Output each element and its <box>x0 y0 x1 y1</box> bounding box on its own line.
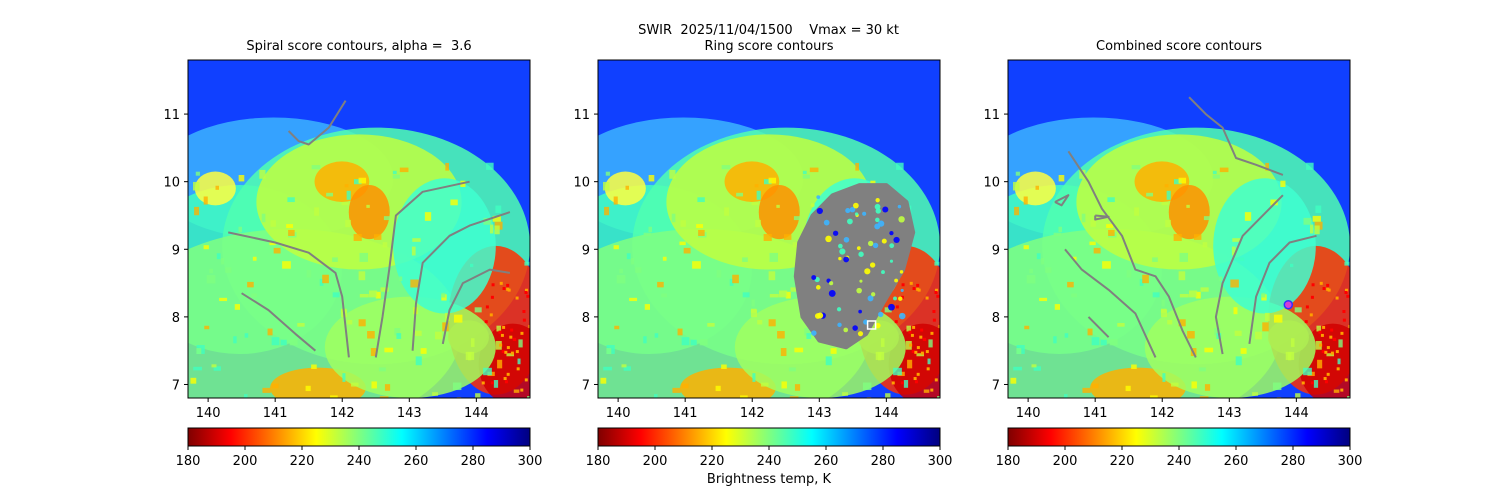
ring-center-marker <box>866 320 877 330</box>
combined-loop-1 <box>1054 194 1070 207</box>
y-tick-label: 11 <box>983 108 1000 123</box>
colorbar <box>187 427 531 447</box>
combined-center-marker <box>1283 299 1294 310</box>
combined-arm-2 <box>1067 150 1197 358</box>
axes-frame <box>1007 59 1351 399</box>
colorbar-tick-label: 260 <box>1224 454 1249 469</box>
combined-arm-6 <box>1248 234 1317 345</box>
y-tick-label: 9 <box>582 243 590 258</box>
colorbar-tick-label: 200 <box>1053 454 1078 469</box>
panel-1: 140 141 142 143 144 7 8 9 10 11 180 200 220 240 260 280… <box>163 59 543 469</box>
y-tick-label: 8 <box>582 311 590 326</box>
x-tick-label: 142 <box>330 406 355 421</box>
y-tick-label: 7 <box>992 378 1000 393</box>
x-tick-label: 143 <box>397 406 422 421</box>
colorbar-tick-label: 260 <box>814 454 839 469</box>
spiral-arm-6 <box>441 268 511 345</box>
colorbar <box>1007 427 1351 447</box>
y-tick-label: 10 <box>573 176 590 191</box>
ir-image <box>1008 60 1350 398</box>
figure-suptitle: SWIR 2025/11/04/1500 Vmax = 30 kt <box>638 23 899 38</box>
colorbar-tick-label: 220 <box>1110 454 1135 469</box>
colorbar-tick-label: 220 <box>700 454 725 469</box>
y-tick-label: 9 <box>172 243 180 258</box>
panel-title-combined: Combined score contours <box>1096 39 1262 54</box>
combined-loop-2 <box>1094 214 1110 221</box>
colorbar-tick-label: 220 <box>290 454 315 469</box>
y-tick-label: 10 <box>163 176 180 191</box>
panel-2: 140 141 142 143 144 7 8 9 10 11 180 200 220 240 260 280… <box>573 59 953 469</box>
colorbar-tick-label: 260 <box>404 454 429 469</box>
spiral-arm-5 <box>411 211 511 351</box>
colorbar-tick-label: 180 <box>996 454 1021 469</box>
panel-3: 140 141 142 143 144 7 8 9 10 11 180 200 220 240 260 280… <box>983 59 1363 469</box>
colorbar-tick-label: 240 <box>347 454 372 469</box>
colorbar-tick-label: 300 <box>928 454 953 469</box>
axes-frame <box>597 59 941 399</box>
ring-score-region <box>793 183 916 350</box>
colorbar-tick-label: 280 <box>871 454 896 469</box>
y-tick-label: 10 <box>983 176 1000 191</box>
ir-image <box>598 60 940 398</box>
y-tick-label: 8 <box>992 311 1000 326</box>
combined-arm-5 <box>1214 194 1284 355</box>
y-tick-label: 11 <box>163 108 180 123</box>
x-tick-label: 141 <box>673 406 698 421</box>
colorbar-tick-label: 180 <box>176 454 201 469</box>
y-tick-label: 7 <box>582 378 590 393</box>
spiral-arm-2 <box>227 231 350 358</box>
y-tick-label: 8 <box>172 311 180 326</box>
x-tick-label: 143 <box>807 406 832 421</box>
axes-frame <box>187 59 531 399</box>
colorbar-tick-label: 200 <box>233 454 258 469</box>
colorbar-label: Brightness temp, K <box>706 472 832 487</box>
colorbar-tick-label: 280 <box>461 454 486 469</box>
colorbar-tick-label: 280 <box>1281 454 1306 469</box>
colorbar <box>597 427 941 447</box>
y-tick-label: 9 <box>992 243 1000 258</box>
x-tick-label: 144 <box>874 406 899 421</box>
y-tick-label: 11 <box>573 108 590 123</box>
x-tick-label: 141 <box>263 406 288 421</box>
colorbar-tick-label: 240 <box>757 454 782 469</box>
x-tick-label: 142 <box>740 406 765 421</box>
x-tick-label: 144 <box>464 406 489 421</box>
y-tick-label: 7 <box>172 378 180 393</box>
panel-title-ring: Ring score contours <box>704 39 834 54</box>
combined-arm-4 <box>1087 316 1110 338</box>
colorbar-tick-label: 180 <box>586 454 611 469</box>
panel-title-spiral: Spiral score contours, alpha = 3.6 <box>246 39 472 54</box>
spiral-arm-3 <box>241 292 317 352</box>
colorbar-tick-label: 300 <box>518 454 543 469</box>
x-tick-label: 141 <box>1083 406 1108 421</box>
combined-arm-1 <box>1188 96 1284 176</box>
x-tick-label: 144 <box>1284 406 1309 421</box>
colorbar-tick-label: 240 <box>1167 454 1192 469</box>
spiral-arm-4 <box>374 180 470 358</box>
colorbar-tick-label: 200 <box>643 454 668 469</box>
x-tick-label: 140 <box>606 406 631 421</box>
colorbar-tick-label: 300 <box>1338 454 1363 469</box>
x-tick-label: 140 <box>196 406 221 421</box>
x-tick-label: 142 <box>1150 406 1175 421</box>
x-tick-label: 143 <box>1217 406 1242 421</box>
combined-arm-3 <box>1064 248 1157 358</box>
x-tick-label: 140 <box>1016 406 1041 421</box>
ir-image <box>188 60 530 398</box>
spiral-arm-1 <box>287 100 347 146</box>
